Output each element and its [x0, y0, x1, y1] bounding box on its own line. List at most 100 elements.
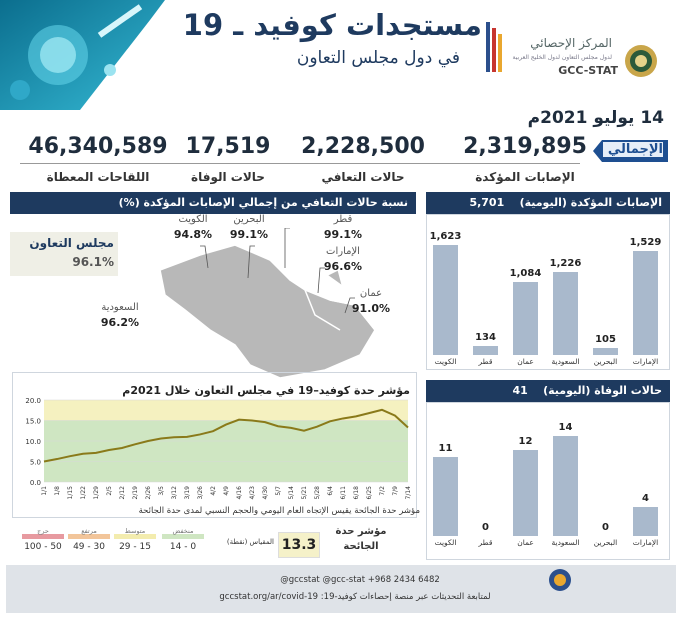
bar-2 [513, 281, 538, 355]
bar-value-3: 14 [558, 422, 573, 433]
x-tick-4: 1/29 [93, 486, 100, 500]
x-tick-28: 7/14 [405, 486, 412, 500]
bar-value-5: 4 [642, 493, 649, 505]
totals-divider [20, 163, 580, 164]
scale-name-3: منخفض [172, 527, 194, 535]
scale-swatch-0 [22, 534, 64, 539]
bar-category-2: عمان [517, 538, 534, 547]
y-tick-3: 15.0 [25, 418, 41, 426]
bar-category-3: السعودية [551, 357, 580, 366]
bar-2 [513, 450, 538, 536]
gcc-recovery-label: مجلس التعاون [29, 236, 114, 250]
gcc-recovery-box [10, 232, 118, 276]
bar-value-1: 134 [475, 331, 496, 343]
x-tick-13: 4/2 [210, 486, 217, 496]
daily-deaths-total: 41 [512, 384, 528, 397]
severity-band-1 [44, 400, 408, 421]
y-tick-1: 5.0 [30, 459, 41, 467]
severity-note: مؤشر حدة الجائحة يقيس الإتجاه العام اليو… [138, 506, 420, 516]
bar-0 [433, 245, 458, 355]
bar-category-0: الكويت [434, 538, 457, 547]
scale-name-1: مرتفع [81, 527, 97, 535]
x-tick-3: 1/22 [80, 486, 87, 500]
bar-5 [633, 251, 658, 355]
map-value-saudi: 96.2% [100, 316, 140, 329]
x-tick-2: 1/15 [67, 486, 74, 500]
total-recovered-label: حالات التعافي [321, 170, 405, 184]
recovery-panel-title: نسبة حالات التعافي من إجمالي الإصابات ال… [10, 192, 416, 214]
scale-swatch-3 [162, 534, 204, 539]
org-subtitle: لدول مجلس التعاون لدول الخليج العربية [512, 54, 613, 61]
severity-chart-frame [12, 372, 417, 518]
bar-value-3: 1,226 [549, 257, 582, 269]
daily-deaths-panel [426, 402, 670, 560]
x-tick-24: 6/18 [353, 486, 360, 500]
footer-link[interactable]: لمتابعة التحديثات عبر منصة إحصاءات كوفيد… [219, 592, 491, 602]
bar-3 [553, 436, 578, 536]
map-label-bahrain: البحرين [233, 214, 265, 225]
x-tick-25: 6/25 [366, 486, 373, 500]
total-recovered-value: 2,228,500 [301, 134, 425, 159]
map-value-qatar: 99.1% [323, 228, 363, 241]
x-tick-27: 7/9 [392, 486, 399, 496]
map-value-oman: 91.0% [351, 302, 391, 315]
bar-value-0: 1,623 [429, 231, 462, 242]
total-confirmed-label: الإصابات المؤكدة [475, 170, 575, 184]
x-tick-7: 2/19 [132, 486, 139, 500]
total-vaccines-value: 46,340,589 [28, 134, 168, 159]
bar-category-5: الإمارات [632, 357, 659, 366]
map-label-saudi: السعودية [101, 302, 139, 313]
severity-value-label: مؤشر حدة الجائحة [335, 526, 387, 552]
bar-category-0: الكويت [434, 357, 457, 366]
scale-name-0: حرج [37, 527, 49, 535]
total-deaths-label: حالات الوفاة [191, 170, 265, 184]
map-leader-lines [200, 228, 355, 314]
scale-range-1: 49 - 30 [73, 542, 105, 552]
bar-category-1: قطر [478, 538, 493, 547]
daily-deaths-title: حالات الوفاة (اليومية) [543, 384, 662, 397]
scale-range-0: 100 - 50 [24, 542, 62, 552]
org-code: GCC-STAT [558, 64, 618, 77]
total-vaccines-label: اللقاحات المعطاة [46, 170, 150, 184]
footer-social-links[interactable]: @gccstat @gcc-stat +968 2434 6482 [280, 575, 440, 585]
virus-banner-image [0, 0, 165, 110]
bar-category-2: عمان [517, 357, 534, 366]
bar-category-5: الإمارات [632, 538, 659, 547]
y-tick-4: 20.0 [25, 397, 41, 405]
gcc-stat-logo [486, 22, 502, 72]
daily-cases-title: الإصابات المؤكدة (اليومية) [519, 196, 662, 209]
severity-value-box [278, 532, 320, 558]
page-subtitle: في دول مجلس التعاون [296, 48, 460, 68]
bar-value-2: 12 [518, 436, 533, 448]
bar-value-4: 105 [595, 333, 616, 345]
scale-label: المقياس (نقطة) [226, 538, 274, 546]
x-tick-9: 3/5 [158, 486, 165, 496]
x-tick-8: 2/26 [145, 486, 152, 500]
map-label-kuwait: الكويت [178, 214, 208, 225]
bar-4 [593, 347, 618, 355]
bar-category-1: قطر [478, 357, 493, 366]
x-tick-10: 3/12 [171, 486, 178, 500]
x-tick-6: 2/12 [119, 486, 126, 500]
x-tick-26: 7/2 [379, 486, 386, 496]
x-tick-1: 1/8 [54, 486, 61, 496]
bar-value-5: 1,529 [629, 237, 662, 249]
footer [6, 565, 676, 613]
x-tick-21: 5/28 [314, 486, 321, 500]
bar-value-1: 0 [482, 522, 489, 533]
gcc-recovery-value: 96.1% [72, 255, 114, 269]
x-tick-12: 3/26 [197, 486, 204, 500]
y-tick-2: 10.0 [25, 438, 41, 446]
x-tick-16: 4/23 [249, 486, 256, 500]
x-tick-15: 4/16 [236, 486, 243, 500]
daily-deaths-panel-title: حالات الوفاة (اليومية) 41 [426, 380, 670, 402]
report-date: 14 يوليو 2021م [527, 108, 664, 128]
bar-category-4: البحرين [593, 538, 618, 547]
severity-value: 13.3 [281, 537, 317, 553]
page-title: مستجدات كوفيد ـ 19 [182, 8, 482, 42]
x-tick-23: 6/11 [340, 486, 347, 500]
x-tick-22: 6/4 [327, 486, 334, 496]
scale-name-2: متوسط [124, 527, 146, 535]
scale-swatch-1 [68, 534, 110, 539]
severity-line-chart: 0.0 5.0 10.0 15.0 20.0 1/1 1/8 1/15 1/22 1/29 2/5 2… [25, 397, 412, 500]
